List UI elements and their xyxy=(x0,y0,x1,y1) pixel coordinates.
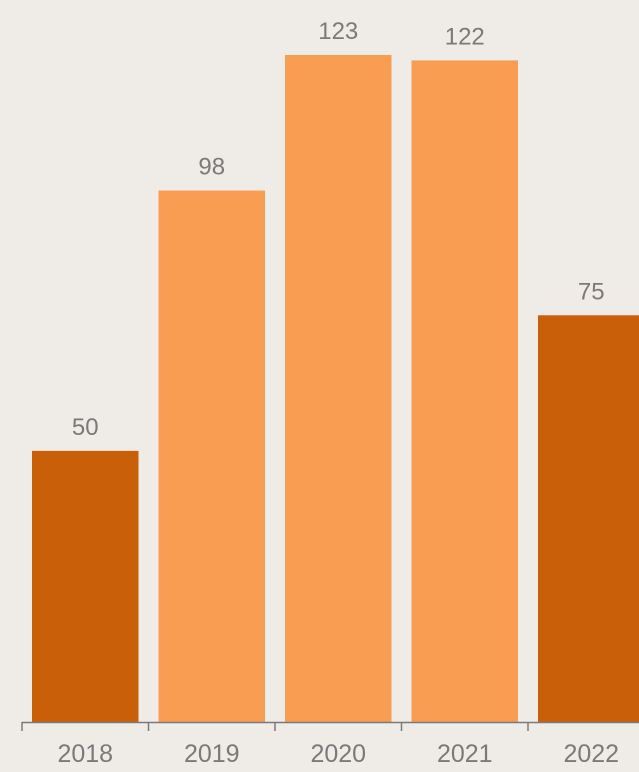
x-tick-label-2018: 2018 xyxy=(57,740,113,768)
data-label-2018: 50 xyxy=(72,414,99,441)
bars-group xyxy=(32,55,639,723)
bar-2021 xyxy=(411,60,518,722)
data-label-2019: 98 xyxy=(198,154,225,181)
data-label-2021: 122 xyxy=(445,23,485,50)
x-tick-label-2022: 2022 xyxy=(563,740,619,768)
x-tick-labels-group: 2018 2019 2020 2021 2022 xyxy=(57,740,619,768)
bar-2018 xyxy=(32,450,139,722)
data-label-2020: 123 xyxy=(318,18,358,45)
x-tick-label-2021: 2021 xyxy=(437,740,493,768)
data-label-2022: 75 xyxy=(578,278,605,305)
x-axis xyxy=(21,721,639,731)
bar-2020 xyxy=(285,55,392,722)
x-tick-label-2019: 2019 xyxy=(184,740,240,768)
x-tick-label-2020: 2020 xyxy=(310,740,366,768)
bar-2022 xyxy=(538,315,639,722)
data-labels-group: 50 98 123 122 75 xyxy=(72,18,605,441)
bar-2019 xyxy=(158,190,265,723)
